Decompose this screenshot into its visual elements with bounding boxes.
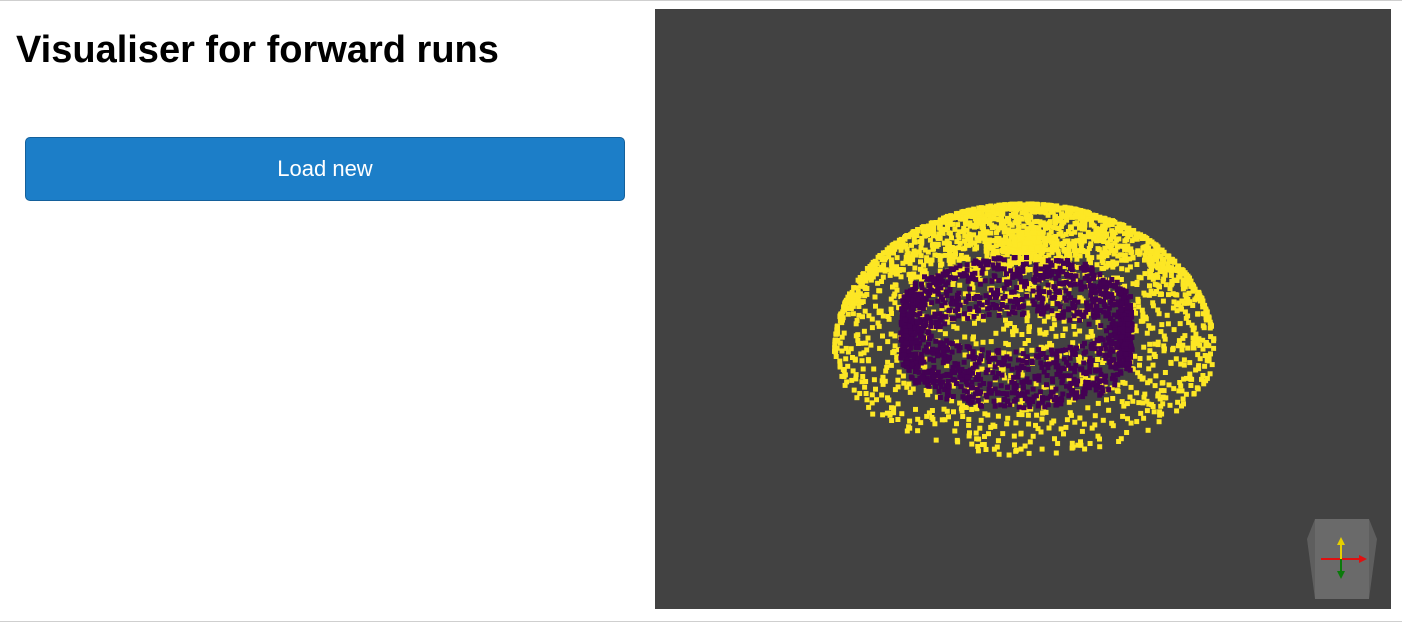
- inner-ring-points: [898, 255, 1135, 411]
- point-cloud-viewer[interactable]: [655, 9, 1391, 609]
- point-cloud-canvas[interactable]: [655, 9, 1391, 609]
- load-new-button[interactable]: Load new: [25, 137, 625, 201]
- page-title: Visualiser for forward runs: [16, 29, 499, 71]
- axes-icon: [1307, 519, 1377, 599]
- control-panel: Visualiser for forward runs Load new: [0, 1, 645, 621]
- outer-dome-points: [832, 201, 1217, 458]
- orientation-axes-widget[interactable]: [1305, 519, 1381, 601]
